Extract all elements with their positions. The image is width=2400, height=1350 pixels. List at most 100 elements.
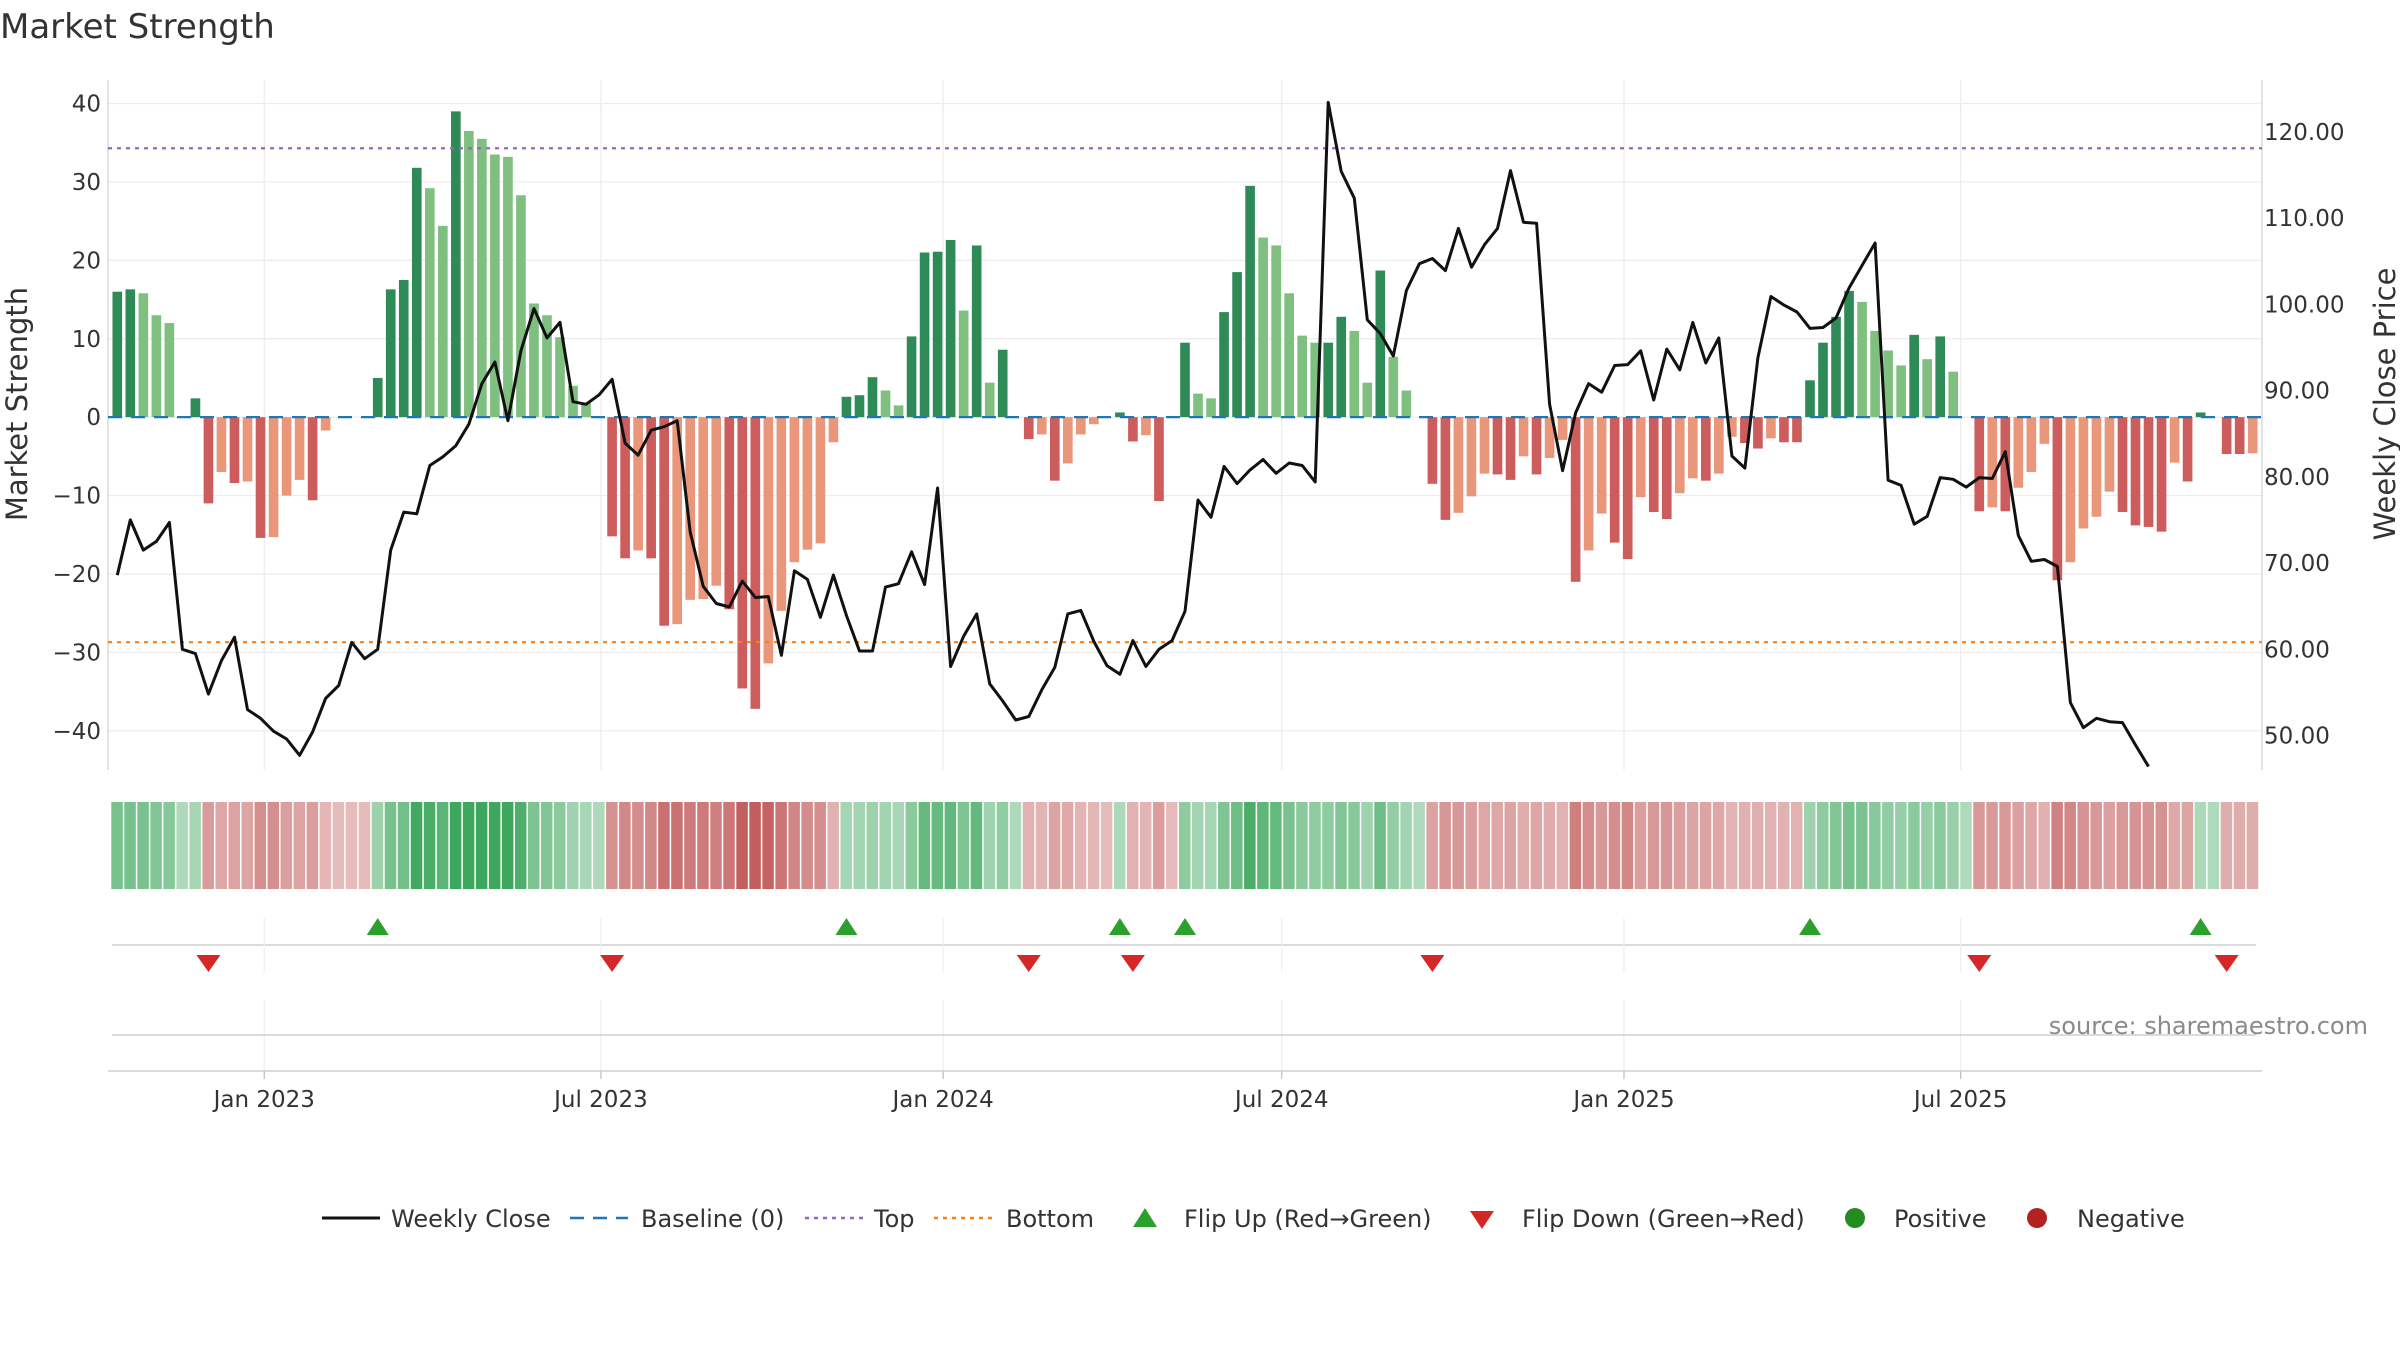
- legend-flip-down: Flip Down (Green→Red): [1522, 1205, 1805, 1233]
- flip-down-marker: [600, 955, 625, 972]
- flip-down-marker: [1120, 955, 1145, 972]
- heat-cell: [931, 802, 944, 889]
- strength-bar: [190, 398, 201, 418]
- flip-down-marker: [2214, 955, 2239, 972]
- legend-flip-up: Flip Up (Red→Green): [1184, 1205, 1432, 1233]
- strength-bar: [763, 417, 774, 664]
- strength-bar: [1388, 356, 1399, 418]
- strength-bar: [138, 293, 149, 418]
- heat-cell: [684, 802, 696, 889]
- heat-cell: [1582, 802, 1595, 889]
- heat-cell: [1035, 802, 1048, 889]
- heat-cell: [514, 802, 527, 889]
- strength-bar: [1323, 342, 1334, 418]
- strength-bar: [1245, 185, 1255, 418]
- heat-cell: [2246, 802, 2259, 889]
- strength-bar: [1466, 417, 1477, 497]
- legend-top: Top: [873, 1205, 915, 1233]
- strength-bar: [516, 195, 526, 418]
- heat-cell: [1178, 802, 1191, 889]
- heat-cell: [1165, 802, 1178, 889]
- heat-cell: [1830, 802, 1842, 889]
- strength-bar: [1674, 417, 1685, 494]
- heat-cell: [1270, 802, 1282, 889]
- heat-cell: [1986, 802, 1998, 889]
- strength-bar: [646, 417, 656, 559]
- heat-cell: [1960, 802, 1972, 889]
- strength-bar: [398, 279, 409, 418]
- heat-cell: [2012, 802, 2024, 889]
- heat-cell: [1947, 802, 1959, 889]
- heat-cell: [2168, 802, 2181, 889]
- strength-bar: [1792, 417, 1802, 443]
- y-tick-label: 20: [72, 248, 101, 274]
- strength-bar: [411, 167, 422, 418]
- y-tick-label: −10: [52, 484, 101, 510]
- strength-bar: [2156, 417, 2167, 532]
- heat-cell: [280, 802, 293, 889]
- strength-bar: [1753, 417, 1763, 449]
- strength-bar: [620, 417, 630, 559]
- heat-cell: [449, 802, 462, 889]
- strength-bar: [112, 291, 123, 418]
- flip-up-marker: [366, 918, 389, 935]
- strength-bar: [1844, 290, 1854, 418]
- weekly-close-line: [115, 100, 2150, 768]
- heat-cell: [1751, 802, 1764, 889]
- strength-bar: [1557, 417, 1568, 440]
- heat-cell: [1673, 802, 1686, 889]
- strength-bar: [893, 405, 904, 418]
- reference-lines: [108, 147, 2262, 644]
- strength-bar: [2052, 417, 2063, 581]
- strength-bar: [1232, 272, 1242, 418]
- heat-cell: [1803, 802, 1816, 889]
- strength-bar: [1831, 316, 1841, 418]
- heat-cell: [1491, 802, 1504, 889]
- strength-bar: [2117, 417, 2128, 513]
- heat-cell: [1413, 802, 1425, 889]
- strength-bar: [1740, 417, 1750, 444]
- heat-cell: [1139, 802, 1152, 889]
- heat-cell: [1335, 802, 1347, 889]
- heat-cell: [137, 802, 149, 889]
- heat-cell: [1621, 802, 1634, 889]
- heat-cell: [1777, 802, 1790, 889]
- y-axis-label: Market Strength: [0, 287, 34, 521]
- heat-cell: [1725, 802, 1738, 889]
- strength-bar: [802, 417, 813, 550]
- heat-cell: [1869, 802, 1881, 889]
- strength-bar: [1622, 417, 1633, 560]
- strength-bar: [242, 417, 253, 482]
- legend-baseline: Baseline (0): [641, 1205, 784, 1233]
- heat-cell: [970, 802, 983, 889]
- source-credit: source: sharemaestro.com: [2049, 1012, 2368, 1040]
- heat-cell: [2077, 802, 2089, 889]
- strength-bar: [2169, 417, 2180, 463]
- strength-bar: [2000, 417, 2011, 512]
- heat-cell: [2051, 802, 2063, 889]
- flip-up-marker: [1174, 918, 1196, 935]
- strength-bar: [750, 417, 761, 709]
- heat-cell: [593, 802, 605, 889]
- strength-bar: [1297, 335, 1308, 418]
- strength-bar: [1818, 342, 1828, 418]
- heat-cell: [1205, 802, 1217, 889]
- heat-cell: [1738, 802, 1751, 889]
- heat-cell: [1048, 802, 1061, 889]
- heat-cell: [553, 802, 566, 889]
- heat-cell: [371, 802, 384, 889]
- heat-cell: [736, 802, 748, 889]
- strength-bar: [216, 417, 227, 473]
- legend-weekly-close: Weekly Close: [391, 1205, 551, 1233]
- heat-cell: [1257, 802, 1269, 889]
- strength-bar: [307, 417, 318, 501]
- strength-bar: [151, 315, 162, 418]
- heat-cell: [215, 802, 227, 889]
- heat-cell: [697, 802, 709, 889]
- strength-bar: [2182, 417, 2193, 482]
- heat-cell: [1348, 802, 1360, 889]
- heat-cell: [1556, 802, 1569, 889]
- strength-bar: [529, 303, 539, 418]
- strength-bar: [698, 417, 709, 600]
- heat-cell: [1361, 802, 1373, 889]
